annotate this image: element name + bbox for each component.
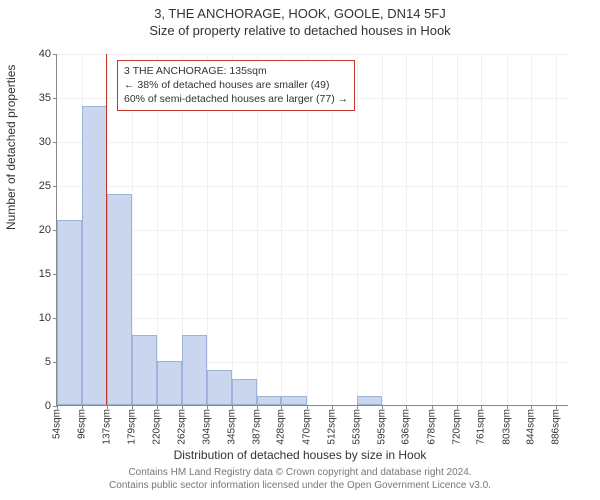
gridline-v bbox=[382, 54, 383, 405]
footer-attribution: Contains HM Land Registry data © Crown c… bbox=[0, 466, 600, 492]
gridline-h bbox=[57, 318, 568, 319]
x-tick-mark bbox=[182, 405, 183, 409]
y-tick-label: 40 bbox=[39, 48, 51, 60]
x-tick-label: 262sqm bbox=[176, 409, 187, 445]
histogram-bar bbox=[281, 396, 306, 405]
y-tick-label: 35 bbox=[39, 92, 51, 104]
y-tick-label: 20 bbox=[39, 224, 51, 236]
x-tick-label: 387sqm bbox=[251, 409, 262, 445]
x-tick-label: 137sqm bbox=[101, 409, 112, 445]
x-tick-label: 470sqm bbox=[301, 409, 312, 445]
subject-marker-line bbox=[106, 54, 107, 405]
gridline-h bbox=[57, 186, 568, 187]
x-tick-mark bbox=[207, 405, 208, 409]
x-tick-label: 179sqm bbox=[127, 409, 138, 445]
histogram-bar bbox=[357, 396, 382, 405]
gridline-v bbox=[556, 54, 557, 405]
x-tick-label: 678sqm bbox=[426, 409, 437, 445]
x-tick-label: 345sqm bbox=[226, 409, 237, 445]
x-tick-mark bbox=[257, 405, 258, 409]
x-tick-label: 636sqm bbox=[401, 409, 412, 445]
x-tick-mark bbox=[132, 405, 133, 409]
footer-line1: Contains HM Land Registry data © Crown c… bbox=[0, 466, 600, 479]
x-tick-mark bbox=[82, 405, 83, 409]
y-tick-mark bbox=[53, 54, 57, 55]
y-tick-mark bbox=[53, 186, 57, 187]
y-tick-mark bbox=[53, 98, 57, 99]
chart-area: 051015202530354054sqm96sqm137sqm179sqm22… bbox=[56, 54, 568, 406]
x-tick-label: 761sqm bbox=[476, 409, 487, 445]
histogram-bar bbox=[182, 335, 207, 405]
annotation-line: 3 THE ANCHORAGE: 135sqm bbox=[124, 64, 348, 78]
x-tick-mark bbox=[556, 405, 557, 409]
x-tick-mark bbox=[332, 405, 333, 409]
y-tick-label: 0 bbox=[45, 400, 51, 412]
histogram-bar bbox=[207, 370, 232, 405]
page-title-line1: 3, THE ANCHORAGE, HOOK, GOOLE, DN14 5FJ bbox=[0, 6, 600, 21]
y-tick-mark bbox=[53, 142, 57, 143]
gridline-v bbox=[507, 54, 508, 405]
x-tick-label: 553sqm bbox=[351, 409, 362, 445]
x-tick-label: 96sqm bbox=[77, 409, 88, 439]
annotation-line: ← 38% of detached houses are smaller (49… bbox=[124, 78, 348, 92]
x-tick-label: 803sqm bbox=[501, 409, 512, 445]
x-tick-mark bbox=[107, 405, 108, 409]
y-axis-label: Number of detached properties bbox=[4, 65, 18, 230]
gridline-v bbox=[457, 54, 458, 405]
gridline-v bbox=[406, 54, 407, 405]
x-tick-mark bbox=[406, 405, 407, 409]
x-tick-mark bbox=[432, 405, 433, 409]
gridline-h bbox=[57, 274, 568, 275]
gridline-v bbox=[531, 54, 532, 405]
plot-region: 051015202530354054sqm96sqm137sqm179sqm22… bbox=[56, 54, 568, 406]
x-tick-mark bbox=[232, 405, 233, 409]
x-tick-label: 844sqm bbox=[526, 409, 537, 445]
x-tick-label: 512sqm bbox=[326, 409, 337, 445]
gridline-v bbox=[481, 54, 482, 405]
gridline-v bbox=[357, 54, 358, 405]
histogram-bar bbox=[257, 396, 282, 405]
gridline-v bbox=[432, 54, 433, 405]
histogram-bar bbox=[82, 106, 107, 405]
x-tick-label: 886sqm bbox=[551, 409, 562, 445]
gridline-h bbox=[57, 142, 568, 143]
x-tick-label: 428sqm bbox=[276, 409, 287, 445]
x-tick-mark bbox=[357, 405, 358, 409]
x-tick-mark bbox=[307, 405, 308, 409]
gridline-h bbox=[57, 54, 568, 55]
x-tick-label: 595sqm bbox=[376, 409, 387, 445]
x-tick-mark bbox=[481, 405, 482, 409]
x-tick-label: 720sqm bbox=[451, 409, 462, 445]
y-tick-label: 30 bbox=[39, 136, 51, 148]
x-tick-mark bbox=[507, 405, 508, 409]
x-tick-mark bbox=[157, 405, 158, 409]
x-tick-label: 304sqm bbox=[202, 409, 213, 445]
annotation-line: 60% of semi-detached houses are larger (… bbox=[124, 92, 348, 106]
x-axis-label: Distribution of detached houses by size … bbox=[0, 448, 600, 462]
histogram-bar bbox=[107, 194, 132, 405]
x-tick-mark bbox=[281, 405, 282, 409]
x-tick-mark bbox=[57, 405, 58, 409]
histogram-bar bbox=[157, 361, 182, 405]
x-tick-mark bbox=[531, 405, 532, 409]
y-tick-label: 10 bbox=[39, 312, 51, 324]
x-tick-mark bbox=[457, 405, 458, 409]
page-title-line2: Size of property relative to detached ho… bbox=[0, 23, 600, 38]
y-tick-label: 5 bbox=[45, 356, 51, 368]
gridline-h bbox=[57, 230, 568, 231]
x-tick-label: 54sqm bbox=[52, 409, 63, 439]
x-tick-mark bbox=[382, 405, 383, 409]
y-tick-label: 15 bbox=[39, 268, 51, 280]
annotation-box: 3 THE ANCHORAGE: 135sqm← 38% of detached… bbox=[117, 60, 355, 111]
histogram-bar bbox=[57, 220, 82, 405]
histogram-bar bbox=[132, 335, 157, 405]
y-tick-label: 25 bbox=[39, 180, 51, 192]
x-tick-label: 220sqm bbox=[151, 409, 162, 445]
histogram-bar bbox=[232, 379, 257, 405]
footer-line2: Contains public sector information licen… bbox=[0, 479, 600, 492]
